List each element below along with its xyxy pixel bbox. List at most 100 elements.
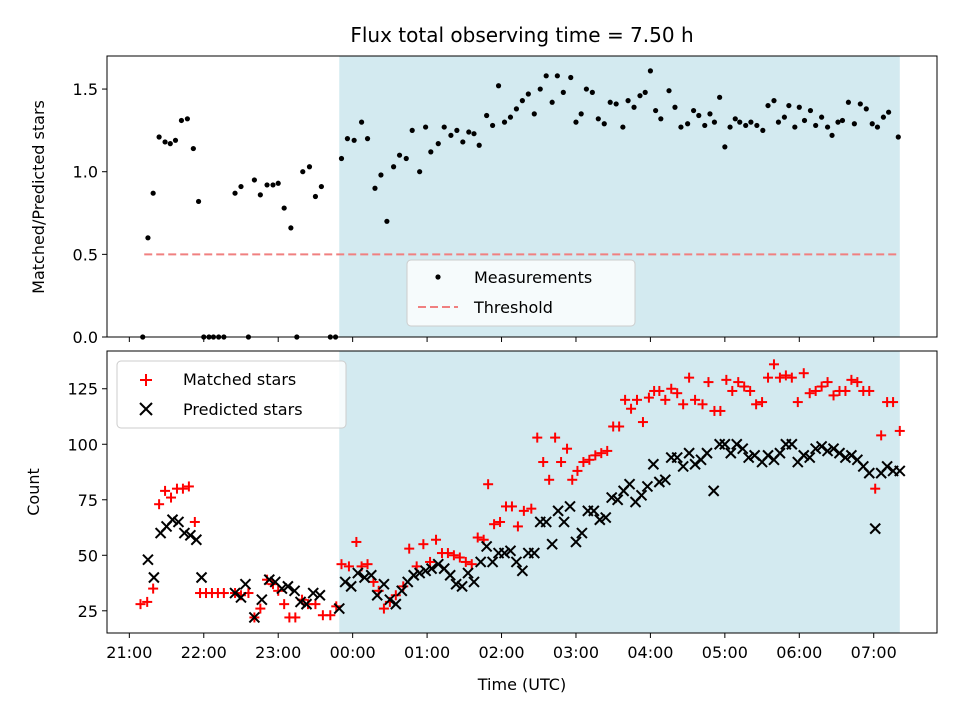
bottom-y-tick-label-0: 25 — [78, 602, 98, 621]
matched-point-85 — [654, 385, 665, 396]
predicted-point-20 — [294, 596, 307, 608]
measurement-point-124 — [869, 121, 875, 127]
predicted-point-30 — [371, 589, 383, 601]
bottom-y-tick-label-2: 75 — [78, 491, 98, 510]
predicted-point-101 — [798, 449, 810, 462]
matched-point-19 — [255, 603, 266, 614]
matched-point-32 — [336, 559, 347, 570]
predicted-point-80 — [671, 451, 683, 464]
measurement-point-6 — [172, 137, 179, 143]
measurement-point-67 — [549, 99, 555, 105]
measurement-point-55 — [476, 142, 482, 148]
matched-point-66 — [544, 474, 555, 485]
predicted-point-9 — [195, 571, 208, 584]
matched-point-57 — [489, 519, 500, 530]
matched-point-71 — [572, 465, 583, 476]
measurement-point-99 — [732, 116, 738, 122]
matched-point-39 — [378, 603, 389, 614]
measurement-point-64 — [531, 111, 537, 117]
matched-point-62 — [518, 505, 529, 516]
matched-point-4 — [160, 485, 171, 496]
matched-point-22 — [273, 585, 284, 596]
measurement-point-63 — [525, 91, 531, 97]
measurement-point-40 — [384, 218, 390, 224]
predicted-point-86 — [707, 485, 720, 497]
predicted-point-85 — [701, 447, 713, 459]
predicted-point-78 — [659, 474, 672, 486]
measurement-point-82 — [637, 93, 643, 99]
predicted-point-105 — [821, 445, 834, 457]
measurement-point-110 — [792, 124, 798, 130]
matched-point-14 — [218, 588, 229, 599]
matched-point-51 — [454, 552, 465, 563]
predicted-point-12 — [239, 578, 252, 590]
matched-point-1 — [142, 596, 153, 607]
matched-point-28 — [310, 599, 321, 610]
matched-point-100 — [745, 385, 756, 396]
measurement-point-103 — [754, 122, 760, 129]
top-x-ticks — [128, 337, 875, 342]
predicted-point-104 — [815, 440, 828, 453]
bottom-y-axis-label: Count — [24, 468, 43, 516]
measurement-point-76 — [601, 121, 607, 127]
matched-point-5 — [166, 492, 177, 503]
matched-point-86 — [660, 394, 671, 405]
measurement-point-45 — [417, 169, 423, 175]
measurement-point-108 — [781, 114, 787, 120]
measurement-point-123 — [863, 106, 869, 112]
predicted-point-36 — [407, 569, 420, 581]
predicted-point-49 — [486, 556, 499, 568]
predicted-point-77 — [653, 476, 666, 488]
bottom-y-tick-label-4: 125 — [67, 380, 98, 399]
measurement-point-87 — [666, 88, 672, 94]
matched-point-117 — [846, 374, 857, 385]
x-axis-label: Time (UTC) — [477, 675, 566, 694]
matched-point-88 — [672, 388, 683, 399]
measurement-point-70 — [568, 74, 574, 81]
predicted-point-39 — [425, 562, 438, 575]
matched-point-75 — [596, 448, 607, 459]
matched-point-101 — [751, 399, 762, 410]
measurement-point-105 — [765, 102, 771, 109]
chart-title: Flux total observing time = 7.50 h — [350, 23, 693, 47]
measurement-point-20 — [257, 192, 263, 198]
measurement-point-97 — [722, 144, 728, 150]
matched-point-41 — [390, 590, 401, 601]
measurement-point-94 — [707, 111, 713, 117]
measurement-point-34 — [344, 136, 351, 142]
measurement-point-2 — [150, 190, 156, 196]
bottom-axes-frame — [106, 350, 938, 634]
x-tick-label-9: 06:00 — [776, 643, 822, 662]
predicted-point-74 — [635, 489, 648, 502]
measurement-point-114 — [813, 122, 819, 129]
measurement-point-33 — [338, 155, 345, 162]
measurement-point-85 — [653, 107, 659, 114]
measurement-point-43 — [403, 155, 409, 162]
matched-point-36 — [362, 559, 373, 570]
matched-point-87 — [666, 383, 677, 394]
matched-point-95 — [715, 405, 726, 416]
matched-point-63 — [526, 503, 537, 514]
predicted-point-25 — [339, 576, 351, 588]
predicted-point-21 — [300, 598, 313, 610]
predicted-point-54 — [516, 565, 529, 577]
matched-point-69 — [562, 443, 573, 454]
measurement-point-36 — [358, 119, 365, 125]
predicted-point-40 — [432, 558, 444, 570]
measurement-point-30 — [318, 183, 324, 190]
predicted-point-61 — [558, 516, 570, 528]
matched-point-124 — [888, 397, 899, 408]
matched-point-109 — [798, 368, 809, 379]
matched-point-118 — [852, 377, 863, 388]
predicted-point-43 — [450, 578, 462, 590]
predicted-point-102 — [804, 451, 816, 464]
matched-point-113 — [822, 377, 833, 388]
x-tick-label-8: 05:00 — [702, 643, 748, 662]
measurement-point-115 — [819, 114, 825, 120]
predicted-point-112 — [863, 467, 875, 479]
predicted-point-95 — [762, 449, 774, 462]
predicted-point-67 — [594, 514, 606, 526]
x-tick-label-7: 04:00 — [627, 643, 673, 662]
measurement-point-111 — [796, 104, 802, 110]
predicted-point-90 — [731, 438, 743, 450]
